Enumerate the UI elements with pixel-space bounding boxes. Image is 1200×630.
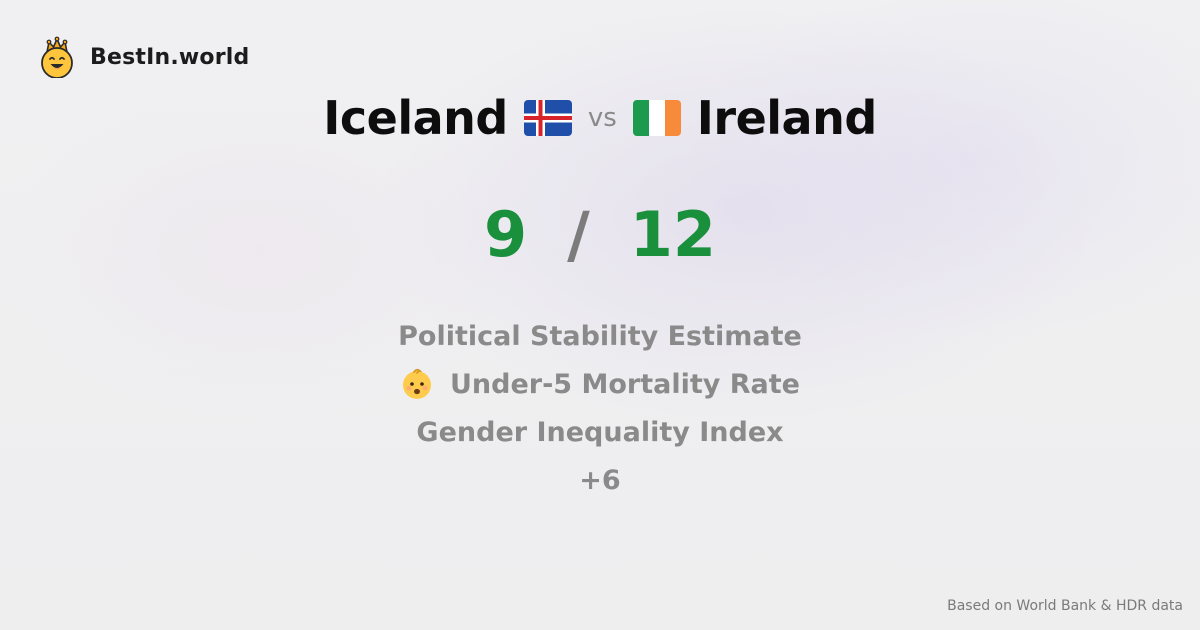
metric-more-count: +6 [579, 456, 620, 504]
metric-item: Political Stability Estimate [398, 312, 802, 360]
metric-item: Gender Inequality Index [416, 408, 783, 456]
brand[interactable]: BestIn.world [38, 36, 249, 78]
country-b-name: Ireland [696, 91, 877, 145]
iceland-flag-icon [523, 100, 572, 136]
score-a: 9 [483, 197, 528, 271]
score-separator: / [567, 197, 590, 271]
comparison-title: Iceland vs Ireland [0, 88, 1200, 148]
metric-label: +6 [579, 464, 621, 496]
ireland-flag-icon [632, 100, 681, 136]
score-b: 12 [629, 197, 717, 271]
metric-label: Gender Inequality Index [416, 416, 784, 448]
data-source-note: Based on World Bank & HDR data [947, 598, 1183, 614]
metric-label: Political Stability Estimate [398, 320, 802, 352]
baby-icon [403, 368, 431, 399]
metric-list: Political Stability Estimate Under-5 Mor… [0, 312, 1200, 504]
country-a-name: Iceland [323, 91, 508, 145]
metric-label: Under-5 Mortality Rate [450, 368, 800, 400]
brand-name: BestIn.world [90, 44, 250, 70]
crown-smiley-icon [41, 36, 73, 78]
vs-label: vs [587, 103, 617, 133]
score-summary: 9 / 12 [0, 196, 1200, 272]
metric-item: Under-5 Mortality Rate [400, 360, 800, 408]
